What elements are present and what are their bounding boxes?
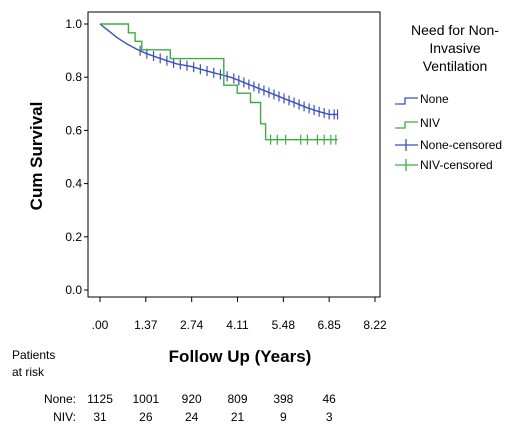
at-risk-heading-line-2: at risk bbox=[12, 365, 45, 379]
legend: Need for Non- Invasive Ventilation None … bbox=[395, 22, 502, 172]
y-tick-label-3: 0.6 bbox=[65, 123, 82, 137]
at-risk-value-niv-4: 9 bbox=[280, 410, 287, 424]
at-risk-values: 1125 1001 920 809 398 46 31 26 24 21 9 3 bbox=[87, 392, 336, 424]
x-axis: .00 1.37 2.74 4.11 5.48 6.85 8.22 bbox=[92, 297, 387, 332]
x-axis-title: Follow Up (Years) bbox=[169, 347, 312, 366]
legend-title-line-3: Ventilation bbox=[423, 58, 488, 74]
y-tick-label-1: 0.2 bbox=[65, 230, 82, 244]
y-axis-title: Cum Survival bbox=[27, 102, 46, 211]
at-risk-value-none-1: 1001 bbox=[132, 392, 159, 406]
y-tick-label-2: 0.4 bbox=[65, 177, 82, 191]
at-risk-row-name-niv: NIV: bbox=[53, 410, 76, 424]
x-tick-label-2: 2.74 bbox=[180, 318, 204, 332]
at-risk-value-none-5: 46 bbox=[322, 392, 336, 406]
at-risk-value-niv-5: 3 bbox=[326, 410, 333, 424]
plot-area bbox=[88, 12, 380, 297]
at-risk-value-none-2: 920 bbox=[182, 392, 202, 406]
at-risk-value-none-3: 809 bbox=[227, 392, 247, 406]
at-risk-value-niv-1: 26 bbox=[139, 410, 153, 424]
legend-label-niv-censored: NIV-censored bbox=[420, 158, 493, 172]
at-risk-value-none-4: 398 bbox=[273, 392, 293, 406]
legend-swatch-niv bbox=[395, 122, 418, 128]
legend-title-line-2: Invasive bbox=[429, 40, 481, 56]
x-tick-label-0: .00 bbox=[92, 318, 109, 332]
legend-swatch-none bbox=[395, 98, 418, 104]
at-risk-value-niv-0: 31 bbox=[93, 410, 107, 424]
x-tick-label-4: 5.48 bbox=[272, 318, 296, 332]
x-tick-label-1: 1.37 bbox=[134, 318, 158, 332]
x-tick-label-3: 4.11 bbox=[226, 318, 249, 332]
y-tick-label-4: 0.8 bbox=[65, 70, 82, 84]
at-risk-row-name-none: None: bbox=[44, 392, 76, 406]
x-tick-label-6: 8.22 bbox=[363, 318, 387, 332]
at-risk-value-none-0: 1125 bbox=[87, 392, 113, 406]
at-risk-heading-line-1: Patients bbox=[12, 348, 55, 362]
y-tick-label-5: 1.0 bbox=[65, 17, 82, 31]
at-risk-value-niv-2: 24 bbox=[185, 410, 199, 424]
legend-label-none: None bbox=[420, 92, 449, 106]
at-risk-value-niv-3: 21 bbox=[231, 410, 245, 424]
legend-label-niv: NIV bbox=[420, 116, 440, 130]
legend-label-none-censored: None-censored bbox=[420, 138, 502, 152]
y-axis: 0.0 0.2 0.4 0.6 0.8 1.0 bbox=[65, 17, 88, 297]
legend-title-line-1: Need for Non- bbox=[411, 22, 499, 38]
y-tick-label-0: 0.0 bbox=[65, 283, 82, 297]
x-tick-label-5: 6.85 bbox=[317, 318, 341, 332]
